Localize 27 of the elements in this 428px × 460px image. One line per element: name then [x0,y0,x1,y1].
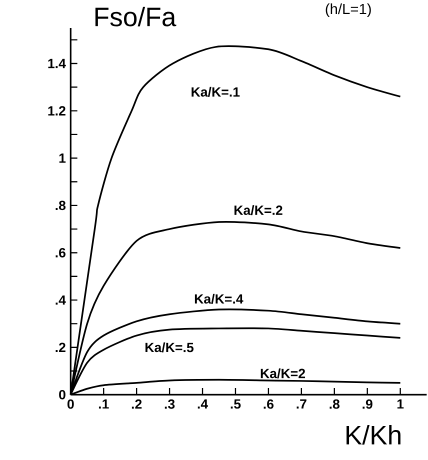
y-tick-label: .4 [56,295,66,305]
x-tick-label: .8 [330,399,340,409]
y-tick-label: 1.4 [48,58,66,68]
x-tick-label: .5 [230,399,241,409]
y-tick-label: .8 [56,200,66,210]
y-tick-label: 1.2 [48,106,66,116]
series-label: Ka/K=2 [260,368,306,378]
series-label: Ka/K=.4 [194,294,244,304]
y-tick-label: 0 [59,390,66,400]
text: Ka/K=.1 [192,86,240,97]
series-label: Ka/K=.2 [234,205,282,216]
x-tick-label: .1 [98,399,109,409]
x-axis-title: K/Kh [346,425,400,445]
y-tick-label: 1 [59,154,66,163]
x-tick-label: .4 [198,399,208,409]
x-tick-label: .7 [296,399,306,409]
y-tick-label: .2 [56,342,66,352]
x-tick-label: .6 [264,399,274,409]
series-label: Ka/K=.5 [146,342,194,352]
chart-title: (h/L=1) [326,3,371,18]
x-tick-label: .9 [362,399,372,409]
x-tick-label: 0 [67,399,74,409]
x-tick-label: 1 [397,399,404,409]
x-tick-label: .3 [164,399,175,409]
y-axis-title: Fso/Fa [95,6,176,26]
x-tick-label: .2 [132,399,142,409]
y-tick-label: .6 [56,248,66,258]
